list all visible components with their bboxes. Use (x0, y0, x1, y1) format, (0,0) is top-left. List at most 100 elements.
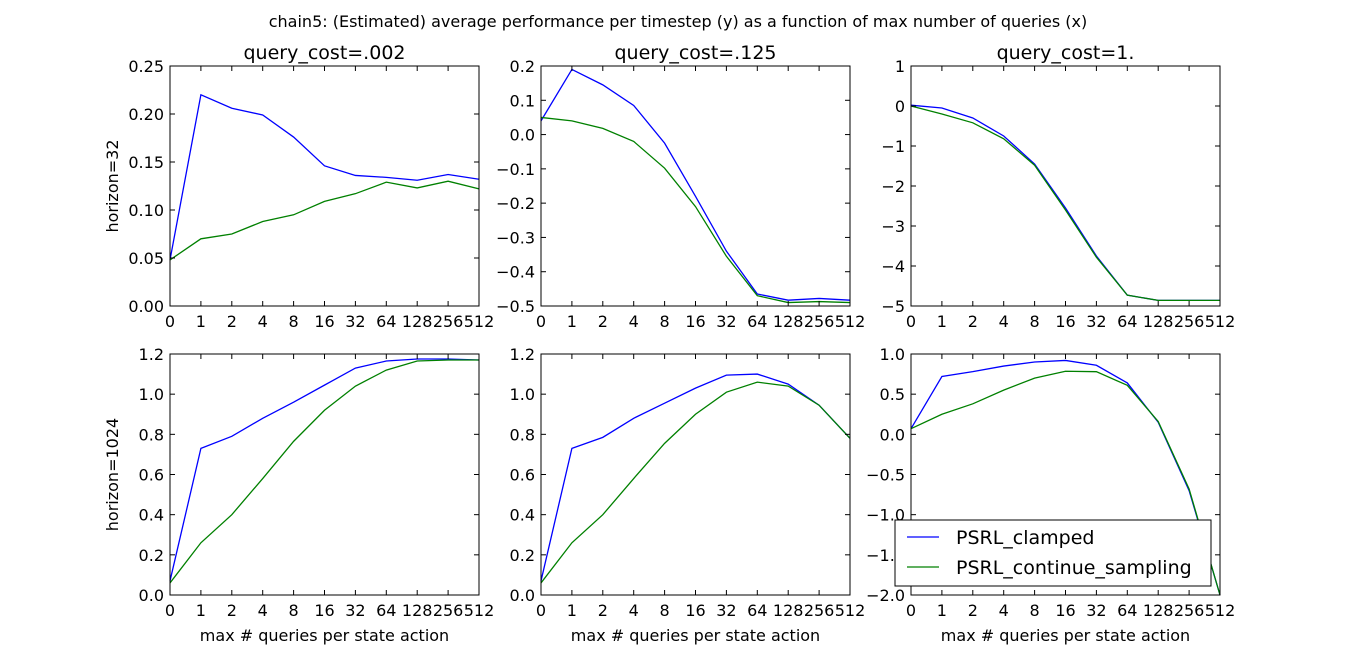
y-tick-label: 0.05 (128, 249, 164, 268)
y-tick-label: 0.2 (139, 546, 164, 565)
x-tick-label: 0 (906, 312, 916, 331)
axes-frame (169, 353, 480, 596)
x-tick-label: 4 (629, 601, 639, 620)
x-tick-label: 256 (804, 601, 835, 620)
axes-frame (540, 353, 851, 596)
x-tick-label: 16 (314, 312, 334, 331)
subplot-4: 0 1 2 4 8 16 32 64 128 256 512 0.0 0.2 0.4 0.6 0.8 1.0 1.… (103, 345, 494, 645)
series-line-psrl-continue-sampling (910, 105, 1220, 302)
panels: 0 1 2 4 8 16 32 64 128 256 5120.000.050.100.150.20… (103, 42, 1235, 645)
y-tick-label: −0.2 (496, 194, 535, 213)
x-tick-label: 4 (999, 601, 1009, 620)
x-tick-label: 32 (716, 601, 736, 620)
y-axis-label: horizon=1024 (103, 418, 122, 531)
x-tick-label: 512 (1205, 601, 1236, 620)
x-tick-label: 32 (345, 601, 365, 620)
y-tick-label: 0.5 (880, 385, 905, 404)
x-tick-label: 64 (747, 601, 767, 620)
y-tick-label: −0.5 (866, 466, 905, 485)
x-tick-label: 512 (835, 601, 866, 620)
subplot-title: query_cost=.002 (244, 42, 406, 64)
x-tick-label: 1 (567, 312, 577, 331)
x-tick-label: 1 (567, 601, 577, 620)
y-tick-label: −4 (881, 257, 905, 276)
subplot-2: 0 1 2 4 8 16 32 64 128 256 512 0.2 0.1 0.0 −0.1 −0.2 −0.… (496, 42, 865, 331)
x-tick-label: 256 (433, 312, 464, 331)
x-tick-label: 32 (1086, 312, 1106, 331)
y-tick-label: 0.0 (510, 126, 535, 145)
x-tick-label: 64 (1117, 601, 1137, 620)
x-tick-label: 512 (835, 312, 866, 331)
x-tick-label: 64 (1117, 312, 1137, 331)
x-tick-label: 128 (402, 601, 433, 620)
series-line-psrl-clamped (540, 373, 851, 582)
x-tick-label: 128 (402, 312, 433, 331)
y-tick-label: 1.0 (880, 345, 905, 364)
x-tick-label: 64 (376, 312, 396, 331)
x-tick-label: 32 (345, 312, 365, 331)
x-tick-label: 16 (685, 601, 705, 620)
x-axis-label: max # queries per state action (571, 626, 820, 645)
y-tick-label: 0.2 (510, 546, 535, 565)
y-tick-label: 0.6 (139, 466, 164, 485)
x-tick-label: 1 (937, 312, 947, 331)
x-tick-label: 256 (1174, 312, 1205, 331)
x-tick-label: 512 (1205, 312, 1236, 331)
x-tick-label: 0 (165, 601, 175, 620)
y-tick-label: 0.6 (510, 466, 535, 485)
legend: PSRL_clamped PSRL_continue_sampling (894, 519, 1212, 587)
y-tick-label: −0.1 (496, 160, 535, 179)
x-tick-label: 2 (598, 312, 608, 331)
series-line-psrl-clamped (540, 68, 851, 301)
x-tick-label: 2 (227, 312, 237, 331)
y-tick-label: −0.4 (496, 263, 535, 282)
y-tick-label: 1.0 (510, 385, 535, 404)
y-tick-label: 0.2 (510, 57, 535, 76)
x-tick-label: 128 (773, 312, 804, 331)
y-tick-label: 0.20 (128, 105, 164, 124)
subplot-1: 0 1 2 4 8 16 32 64 128 256 512 0.00 0.05 0.10 0.15 0.20… (103, 42, 494, 331)
figure-suptitle: chain5: (Estimated) average performance … (269, 12, 1088, 31)
y-tick-label: −3 (881, 217, 905, 236)
series-line-psrl-continue-sampling (169, 359, 479, 584)
x-tick-label: 8 (660, 601, 670, 620)
x-tick-label: 1 (196, 601, 206, 620)
y-tick-label: 0.1 (510, 91, 535, 110)
axes-frame (910, 65, 1221, 307)
y-tick-label: 0.0 (880, 425, 905, 444)
x-tick-label: 2 (227, 601, 237, 620)
x-tick-label: 256 (1174, 601, 1205, 620)
legend-entry: PSRL_continue_sampling (956, 557, 1192, 579)
y-tick-label: 1 (895, 57, 905, 76)
legend-box (894, 519, 1212, 587)
x-tick-label: 128 (1143, 601, 1174, 620)
y-tick-label: −2 (881, 177, 905, 196)
y-tick-label: 1.2 (510, 345, 535, 364)
x-tick-label: 4 (999, 312, 1009, 331)
y-tick-label: 0 (895, 97, 905, 116)
y-tick-label: 0.00 (128, 297, 164, 316)
x-tick-label: 0 (536, 312, 546, 331)
y-tick-label: −5 (881, 297, 905, 316)
x-tick-label: 16 (1055, 312, 1075, 331)
x-axis-label: max # queries per state action (200, 626, 449, 645)
x-tick-label: 2 (968, 312, 978, 331)
x-tick-label: 16 (314, 601, 334, 620)
subplot-6: 0 1 2 4 8 16 32 64 128 256 5121.00.50.0−0.5−1.0−1.… (866, 345, 1235, 645)
x-tick-label: 128 (773, 601, 804, 620)
y-tick-label: 0.0 (510, 586, 535, 605)
axes-frame (540, 65, 851, 307)
y-tick-label: 0.0 (139, 586, 164, 605)
x-tick-label: 8 (1030, 312, 1040, 331)
x-tick-label: 2 (968, 601, 978, 620)
series-line-psrl-continue-sampling (540, 116, 851, 304)
subplot-title: query_cost=.125 (615, 42, 777, 64)
y-tick-label: 0.4 (139, 506, 164, 525)
x-tick-label: 2 (598, 601, 608, 620)
y-tick-label: −1 (881, 137, 905, 156)
x-tick-label: 16 (685, 312, 705, 331)
x-tick-label: 256 (433, 601, 464, 620)
y-tick-label: 0.8 (510, 425, 535, 444)
x-tick-label: 512 (464, 601, 495, 620)
